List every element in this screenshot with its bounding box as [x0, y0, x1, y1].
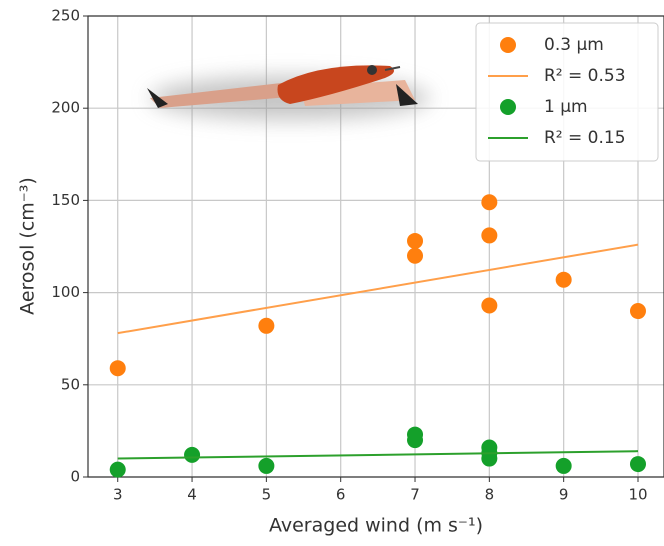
x-tick-label: 9 [559, 486, 569, 504]
y-tick-label: 250 [51, 7, 80, 25]
x-tick-label: 4 [187, 486, 197, 504]
data-point [407, 232, 424, 249]
data-point [184, 446, 201, 463]
data-point [481, 297, 498, 314]
y-tick-label: 200 [51, 99, 80, 117]
data-point [481, 227, 498, 244]
data-point [258, 457, 275, 474]
data-point [407, 247, 424, 264]
data-point [109, 461, 126, 478]
y-tick-label: 150 [51, 191, 80, 209]
x-tick-label: 7 [410, 486, 420, 504]
data-point [407, 432, 424, 449]
x-tick-label: 6 [336, 486, 346, 504]
legend-marker [500, 37, 516, 53]
x-tick-label: 8 [485, 486, 495, 504]
data-point [481, 194, 498, 211]
data-point [481, 450, 498, 467]
y-tick-label: 50 [61, 375, 80, 393]
legend-box [475, 22, 659, 162]
data-point [555, 457, 572, 474]
x-tick-label: 10 [628, 486, 647, 504]
data-point [258, 317, 275, 334]
drone-picture [147, 65, 430, 120]
data-point [629, 456, 646, 473]
y-axis-label: Aerosol (cm⁻³) [17, 177, 39, 315]
legend-marker [500, 99, 516, 115]
axes-frame [87, 15, 664, 478]
legend-label: 0.3 μm [544, 35, 604, 55]
legend: 0.3 μm R² = 0.53 1 μm R² = 0.15 [475, 22, 659, 162]
legend-label: R² = 0.15 [544, 128, 626, 148]
y-tick-label: 0 [70, 468, 80, 486]
data-point [555, 271, 572, 288]
legend-label: R² = 0.53 [544, 66, 626, 86]
x-tick-label: 3 [113, 486, 123, 504]
legend-label: 1 μm [544, 97, 588, 117]
fit-line [117, 243, 639, 335]
x-tick-label: 5 [262, 486, 272, 504]
x-axis-label: Averaged wind (m s⁻¹) [269, 515, 483, 537]
y-tick-label: 100 [51, 283, 80, 301]
data-point [629, 303, 646, 320]
data-point [109, 360, 126, 377]
fit-line [117, 450, 639, 460]
